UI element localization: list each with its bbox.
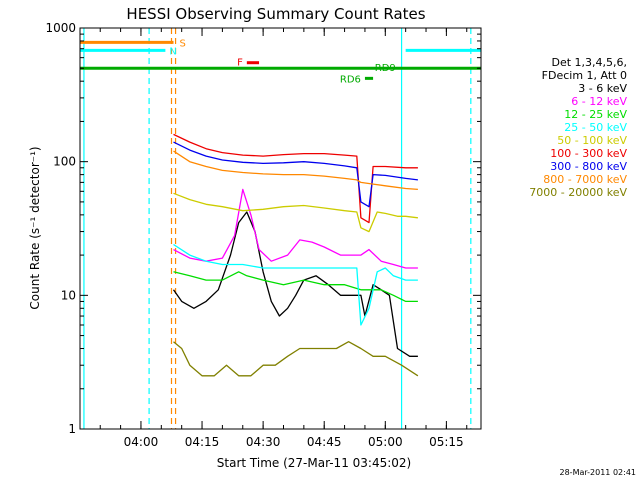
x-tick-label-2: 04:30 (246, 435, 281, 449)
x-tick-label-4: 05:00 (368, 435, 403, 449)
x-tick-label-1: 04:15 (185, 435, 220, 449)
legend-entry-2: 12 - 25 keV (564, 108, 627, 121)
legend-entry-5: 100 - 300 keV (550, 147, 627, 160)
flag-label-f: F (237, 58, 243, 69)
legend-entry-1: 6 - 12 keV (571, 95, 627, 108)
series-line-3 (173, 243, 418, 326)
x-axis-label: Start Time (27-Mar-11 03:45:02) (217, 456, 411, 470)
axis-ticks: 1 10 100 1000 04:00 04:15 04:30 04:45 05:00 05:15 (45, 21, 481, 449)
y-tick-label-0: 1 (68, 422, 76, 436)
series-line-5 (173, 133, 418, 224)
legend-entry-8: 7000 - 20000 keV (529, 186, 627, 199)
x-tick-label-5: 05:15 (429, 435, 464, 449)
legend-header-line-2: FDecim 1, Att 0 (542, 69, 627, 82)
series-line-2 (173, 271, 418, 303)
y-tick-label-2: 100 (53, 155, 76, 169)
legend-header-line-1: Det 1,3,4,5,6, (551, 56, 627, 69)
series-line-7 (173, 150, 418, 191)
series-line-8 (173, 341, 419, 377)
flag-label-s: S (180, 38, 186, 49)
footer-timestamp: 28-Mar-2011 02:41 (560, 468, 637, 477)
y-axis-label: Count Rate (s⁻¹ detector⁻¹) (28, 146, 42, 309)
flag-label-n: N (169, 46, 176, 57)
y-tick-label-3: 1000 (45, 21, 76, 35)
legend-entry-7: 800 - 7000 keV (543, 173, 627, 186)
chart-title: HESSI Observing Summary Count Rates (126, 5, 425, 23)
flag-label-rd6: RD6 (340, 74, 361, 85)
series-line-4 (173, 192, 418, 233)
x-tick-label-0: 04:00 (124, 435, 159, 449)
legend-entry-3: 25 - 50 keV (564, 121, 627, 134)
y-tick-label-1: 10 (61, 288, 76, 302)
plot-layer: SN F RD6 RD9 (80, 28, 481, 429)
series-line-1 (173, 188, 418, 269)
legend-entry-4: 50 - 100 keV (557, 134, 627, 147)
legend-entry-0: 3 - 6 keV (578, 82, 627, 95)
flag-label-rd9: RD9 (375, 63, 396, 74)
x-tick-label-3: 04:45 (307, 435, 342, 449)
series-line-6 (173, 141, 418, 208)
series-line-0 (172, 211, 418, 357)
plot-frame (79, 27, 482, 430)
legend-entry-6: 300 - 800 keV (550, 160, 627, 173)
legend: Det 1,3,4,5,6, FDecim 1, Att 0 3 - 6 keV… (529, 56, 627, 199)
